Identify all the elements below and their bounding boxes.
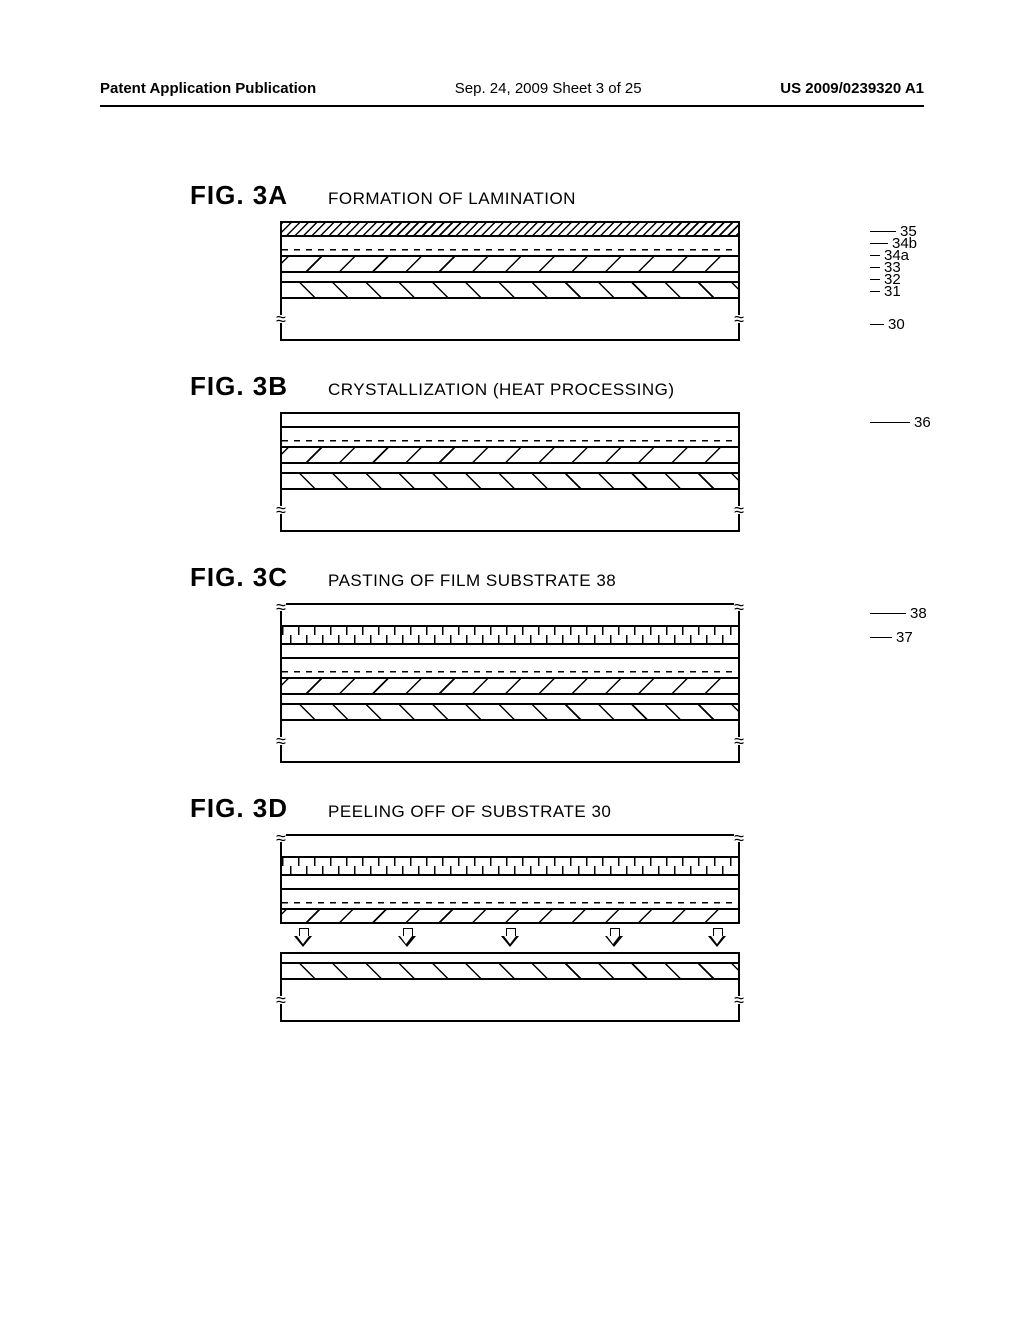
layer-d4 xyxy=(280,888,740,898)
fig-3d-stack-top xyxy=(280,834,740,924)
layer-d5 xyxy=(280,898,740,908)
layer-30 xyxy=(280,297,740,341)
fig-3b-stack xyxy=(280,412,740,532)
layer-b4 xyxy=(280,446,740,462)
header-center: Sep. 24, 2009 Sheet 3 of 25 xyxy=(455,80,642,97)
layer-c8 xyxy=(280,703,740,719)
layer-32 xyxy=(280,271,740,281)
layer-b6 xyxy=(280,472,740,488)
layer-d8 xyxy=(280,962,740,978)
ref-38: 38 xyxy=(910,605,927,622)
fig-3a-label: FIG. 3A xyxy=(190,180,288,211)
layer-c5 xyxy=(280,667,740,677)
fig-3b-title: CRYSTALLIZATION (HEAT PROCESSING) xyxy=(328,380,674,400)
arrow-down-icon xyxy=(398,928,416,948)
layer-31 xyxy=(280,281,740,297)
layer-d6 xyxy=(280,908,740,924)
arrow-down-icon xyxy=(708,928,726,948)
figure-3a: FIG. 3A FORMATION OF LAMINATION 35 34b 3… xyxy=(190,180,870,341)
header-rule xyxy=(100,105,924,107)
figure-content: FIG. 3A FORMATION OF LAMINATION 35 34b 3… xyxy=(190,180,870,1052)
ref-30: 30 xyxy=(888,316,905,333)
layer-d2 xyxy=(280,856,740,874)
layer-c9 xyxy=(280,719,740,763)
page-header: Patent Application Publication Sep. 24, … xyxy=(100,80,924,97)
fig-3a-stack xyxy=(280,221,740,341)
layer-d7 xyxy=(280,952,740,962)
layer-b3 xyxy=(280,436,740,446)
arrow-down-icon xyxy=(501,928,519,948)
fig-3d-arrows xyxy=(280,928,740,948)
fig-3d-stack-bottom xyxy=(280,952,740,1022)
figure-3b: FIG. 3B CRYSTALLIZATION (HEAT PROCESSING… xyxy=(190,371,870,532)
layer-36 xyxy=(280,412,740,426)
layer-c7 xyxy=(280,693,740,703)
fig-3c-label: FIG. 3C xyxy=(190,562,288,593)
ref-36: 36 xyxy=(914,414,931,431)
figure-3c: FIG. 3C PASTING OF FILM SUBSTRATE 38 38 … xyxy=(190,562,870,763)
fig-3b-label: FIG. 3B xyxy=(190,371,288,402)
fig-3c-stack xyxy=(280,603,740,763)
layer-c4 xyxy=(280,657,740,667)
layer-34b xyxy=(280,235,740,245)
header-right: US 2009/0239320 A1 xyxy=(780,80,924,97)
arrow-down-icon xyxy=(294,928,312,948)
layer-b7 xyxy=(280,488,740,532)
layer-38 xyxy=(280,603,740,625)
ref-31: 31 xyxy=(884,283,901,300)
layer-34a xyxy=(280,245,740,255)
arrow-down-icon xyxy=(605,928,623,948)
fig-3d-title: PEELING OFF OF SUBSTRATE 30 xyxy=(328,802,611,822)
ref-37: 37 xyxy=(896,629,913,646)
layer-b5 xyxy=(280,462,740,472)
layer-c3 xyxy=(280,643,740,657)
layer-35 xyxy=(280,221,740,235)
fig-3a-title: FORMATION OF LAMINATION xyxy=(328,189,576,209)
layer-33 xyxy=(280,255,740,271)
figure-3d: FIG. 3D PEELING OFF OF SUBSTRATE 30 xyxy=(190,793,870,1022)
header-left: Patent Application Publication xyxy=(100,80,316,97)
layer-37 xyxy=(280,625,740,643)
layer-d9 xyxy=(280,978,740,1022)
layer-c6 xyxy=(280,677,740,693)
layer-d3 xyxy=(280,874,740,888)
fig-3c-title: PASTING OF FILM SUBSTRATE 38 xyxy=(328,571,616,591)
layer-b2 xyxy=(280,426,740,436)
fig-3d-label: FIG. 3D xyxy=(190,793,288,824)
layer-d1 xyxy=(280,834,740,856)
